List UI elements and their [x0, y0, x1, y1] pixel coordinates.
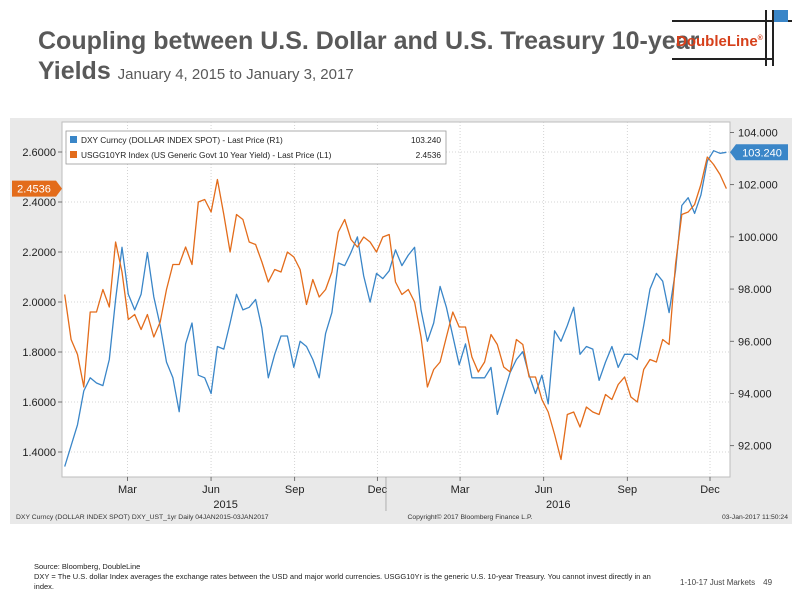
x-tick-label: Mar: [118, 484, 137, 496]
footer-notes: Source: Bloomberg, DoubleLine DXY = The …: [34, 562, 654, 592]
series-layer: [64, 150, 727, 467]
x-tick-label: Mar: [451, 484, 470, 496]
legend-label-ust: USGG10YR Index (US Generic Govt 10 Year …: [81, 150, 332, 160]
legend-box: [65, 130, 447, 165]
index-definition-note: DXY = The U.S. dollar Index averages the…: [34, 572, 651, 591]
logo-wordmark: DoubleLine: [676, 33, 758, 50]
legend: DXY Curncy (DOLLAR INDEX SPOT) - Last Pr…: [65, 130, 447, 165]
x-year-label: 2016: [546, 499, 570, 511]
right-tick-label: 98.000: [738, 284, 772, 296]
left-tick-label: 2.6000: [22, 147, 56, 159]
doubleline-logo-text: DoubleLine®: [676, 33, 763, 50]
page-number: 49: [763, 578, 773, 587]
dxy-end-tag-label: 103.240: [742, 147, 782, 159]
right-tick-label: 100.000: [738, 232, 778, 244]
x-tick-label: Dec: [368, 484, 388, 496]
legend-swatch-ust: [70, 151, 77, 158]
left-axis: 1.4000 1.6000 1.8000 2.0000 2.2000 2.4000 2.60…: [22, 147, 62, 459]
x-tick-label: Jun: [535, 484, 553, 496]
series-line-dxy: [64, 150, 727, 467]
series-line-ust10y: [64, 156, 727, 461]
page-subtitle: January 4, 2015 to January 3, 2017: [117, 66, 354, 83]
left-tick-label: 1.4000: [22, 447, 56, 459]
right-tick-label: 102.000: [738, 180, 778, 192]
x-tick-label: Sep: [285, 484, 305, 496]
dxy-end-tag: [730, 144, 788, 161]
x-tick-label: Jun: [202, 484, 220, 496]
doubleline-logo-mark: [672, 10, 792, 66]
legend-swatch-dxy: [70, 136, 77, 143]
left-tick-label: 2.2000: [22, 247, 56, 259]
strip-copyright: Copyright© 2017 Bloomberg Finance L.P.: [407, 513, 532, 521]
legend-label-dxy: DXY Curncy (DOLLAR INDEX SPOT) - Last Pr…: [81, 135, 283, 145]
left-tick-label: 2.0000: [22, 297, 56, 309]
bloomberg-chart: 1.4000 1.6000 1.8000 2.0000 2.2000 2.4000 2.60…: [10, 118, 792, 524]
legend-value-dxy: 103.240: [411, 135, 441, 145]
legend-value-ust: 2.4536: [416, 150, 442, 160]
footer-date-ref: 1-10-17 Just Markets: [680, 578, 756, 587]
left-tick-label: 1.8000: [22, 347, 56, 359]
strip-left-text: DXY Curncy (DOLLAR INDEX SPOT) DXY_UST_1…: [16, 514, 269, 521]
right-tick-label: 104.000: [738, 127, 778, 139]
right-tick-label: 92.000: [738, 441, 772, 453]
ust-end-tag: [12, 180, 62, 197]
x-axis: Mar Jun Sep Dec Mar Jun Sep Dec 2015 2016: [118, 477, 720, 511]
title-block: Coupling between U.S. Dollar and U.S. Tr…: [38, 26, 700, 90]
left-tick-label: 2.4000: [22, 197, 56, 209]
page-title-line2-text: Yields: [38, 57, 111, 85]
plot-background: [61, 121, 731, 478]
end-value-tags: 103.240 2.4536: [12, 144, 788, 197]
source-note: Source: Bloomberg, DoubleLine: [34, 562, 141, 571]
x-tick-label: Sep: [618, 484, 638, 496]
strip-timestamp: 03-Jan-2017 11:50:24: [722, 514, 788, 521]
right-axis: 92.000 94.000 96.000 98.000 100.000 102.000 10…: [730, 127, 778, 453]
left-tick-label: 1.6000: [22, 397, 56, 409]
x-year-label: 2015: [213, 499, 237, 511]
logo-registered-mark: ®: [757, 35, 763, 42]
footer-right: 1-10-17 Just Markets 49: [680, 578, 772, 587]
right-tick-label: 94.000: [738, 388, 772, 400]
page-title-line2: Yields January 4, 2015 to January 3, 201…: [38, 56, 678, 90]
right-tick-label: 96.000: [738, 336, 772, 348]
ust-end-tag-label: 2.4536: [17, 184, 51, 196]
x-tick-label: Dec: [700, 484, 720, 496]
page-title-line1: Coupling between U.S. Dollar and U.S. Tr…: [38, 27, 700, 55]
